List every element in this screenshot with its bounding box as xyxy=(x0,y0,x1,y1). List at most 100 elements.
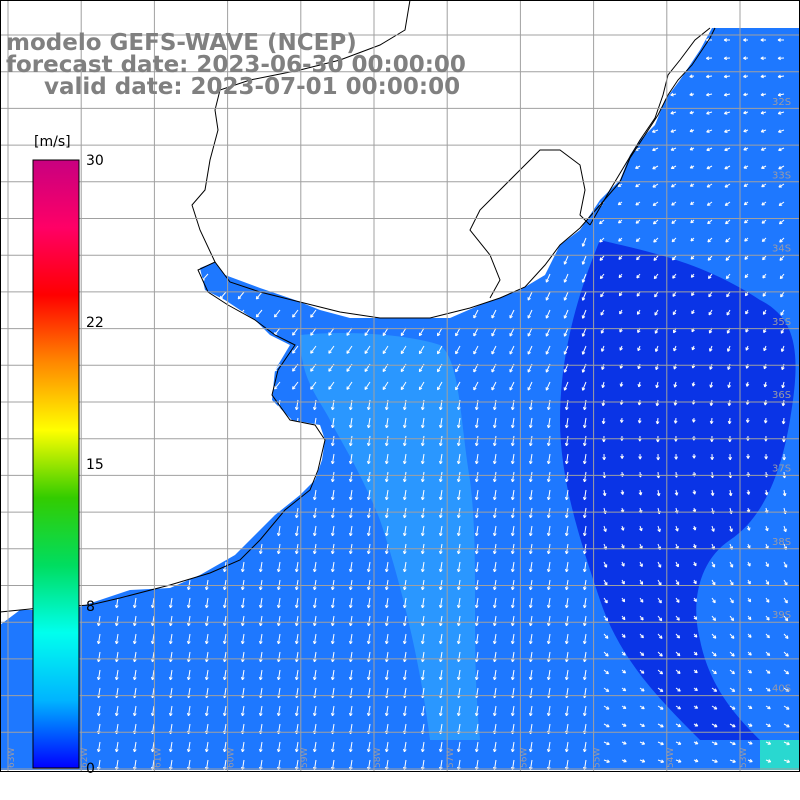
wind-arrow xyxy=(115,759,119,770)
longitude-label-62W: 62W xyxy=(80,748,90,768)
wind-arrow-head xyxy=(670,129,674,133)
wind-arrow-head xyxy=(492,622,495,627)
wind-arrow xyxy=(331,561,335,572)
wind-arrow-head xyxy=(456,604,459,609)
wind-arrow-head xyxy=(528,604,531,609)
colorbar-tick-1: 22 xyxy=(86,315,104,331)
wind-arrow-head xyxy=(765,600,770,603)
wind-arrow xyxy=(457,759,461,770)
wind-arrow-head xyxy=(510,478,513,483)
wind-arrow-head xyxy=(706,38,710,41)
wind-arrow-head xyxy=(294,658,297,663)
wind-arrow xyxy=(241,561,245,572)
wind-arrow xyxy=(364,381,371,390)
wind-arrow-head xyxy=(781,420,784,425)
wind-arrow-head xyxy=(330,604,333,609)
wind-arrow xyxy=(455,327,461,337)
longitude-label-63W: 63W xyxy=(7,748,17,768)
wind-arrow xyxy=(545,381,551,391)
wind-arrow-head xyxy=(168,676,171,681)
wind-arrow-head xyxy=(366,532,369,537)
wind-arrow-head xyxy=(599,257,602,261)
wind-arrow-head xyxy=(456,586,459,591)
wind-arrow xyxy=(491,381,497,391)
wind-arrow-head xyxy=(621,600,625,603)
wind-arrow xyxy=(295,579,299,590)
wind-arrow-head xyxy=(132,712,135,717)
wind-arrow-head xyxy=(402,604,405,609)
wind-arrow-head xyxy=(636,256,638,260)
wind-arrow xyxy=(457,687,461,698)
wind-arrow xyxy=(223,615,227,626)
wind-arrow-head xyxy=(492,640,495,645)
wind-arrow xyxy=(151,651,155,662)
wind-arrow-head xyxy=(528,640,531,645)
wind-arrow xyxy=(493,489,497,500)
wind-arrow-head xyxy=(674,492,678,496)
wind-arrow xyxy=(545,345,551,355)
coastline xyxy=(0,27,716,613)
wind-arrow xyxy=(475,651,479,662)
wind-arrow-head xyxy=(255,313,258,318)
wind-arrow-head xyxy=(204,640,207,645)
wind-arrow-head xyxy=(670,111,674,114)
wind-arrow xyxy=(349,615,353,626)
wind-arrow-head xyxy=(348,586,351,591)
wind-arrow-head xyxy=(330,514,333,519)
wind-arrow xyxy=(292,309,299,318)
wind-arrow-head xyxy=(96,640,99,645)
wind-arrow xyxy=(439,507,443,518)
wind-arrow-head xyxy=(652,166,655,170)
wind-arrow xyxy=(582,327,587,337)
wind-arrow xyxy=(439,453,443,464)
wind-arrow-head xyxy=(761,220,764,224)
wind-arrow-head xyxy=(622,671,626,674)
wind-arrow-head xyxy=(781,402,784,407)
wind-arrow-head xyxy=(510,622,513,627)
wind-arrow-head xyxy=(186,586,189,591)
wind-arrow xyxy=(97,615,101,626)
wind-arrow-head xyxy=(692,527,696,531)
wind-arrow xyxy=(547,561,551,572)
wind-arrow xyxy=(331,453,335,464)
wind-arrow xyxy=(511,417,515,428)
wind-arrow xyxy=(349,741,353,752)
wind-arrow xyxy=(223,579,227,590)
wind-arrow xyxy=(97,705,101,716)
wind-arrow xyxy=(403,489,407,500)
wind-arrow xyxy=(187,651,191,662)
wind-arrow-head xyxy=(689,74,693,77)
wind-arrow xyxy=(529,651,533,662)
wind-arrow xyxy=(421,597,425,608)
wind-arrow-head xyxy=(456,532,459,537)
wind-arrow-head xyxy=(240,622,243,627)
wind-arrow xyxy=(295,633,299,644)
wind-arrow xyxy=(511,561,515,572)
wind-arrow xyxy=(328,381,335,390)
wind-arrow-head xyxy=(706,147,709,151)
wind-arrow xyxy=(511,525,515,536)
wind-arrow xyxy=(511,759,515,770)
wind-arrow xyxy=(421,471,425,482)
wind-arrow-head xyxy=(474,640,477,645)
wind-arrow-head xyxy=(528,550,531,555)
wind-arrow xyxy=(545,291,551,301)
wind-arrow xyxy=(331,597,335,608)
wind-arrow-head xyxy=(186,604,189,609)
wind-arrow xyxy=(133,759,137,770)
wind-arrow-head xyxy=(114,712,117,717)
wind-arrow-head xyxy=(294,622,297,627)
wind-arrow-head xyxy=(510,658,513,663)
wind-arrow-head xyxy=(689,183,693,187)
wind-arrow xyxy=(565,453,569,464)
wind-arrow xyxy=(547,435,551,446)
wind-arrow-head xyxy=(114,658,117,663)
wind-arrow-head xyxy=(707,238,710,243)
wind-arrow-head xyxy=(474,658,477,663)
wind-arrow xyxy=(241,705,245,716)
wind-arrow xyxy=(151,687,155,698)
wind-arrow xyxy=(473,327,479,337)
wind-arrow-head xyxy=(384,658,387,663)
wind-arrow xyxy=(205,633,209,644)
wind-arrow-head xyxy=(402,460,405,465)
